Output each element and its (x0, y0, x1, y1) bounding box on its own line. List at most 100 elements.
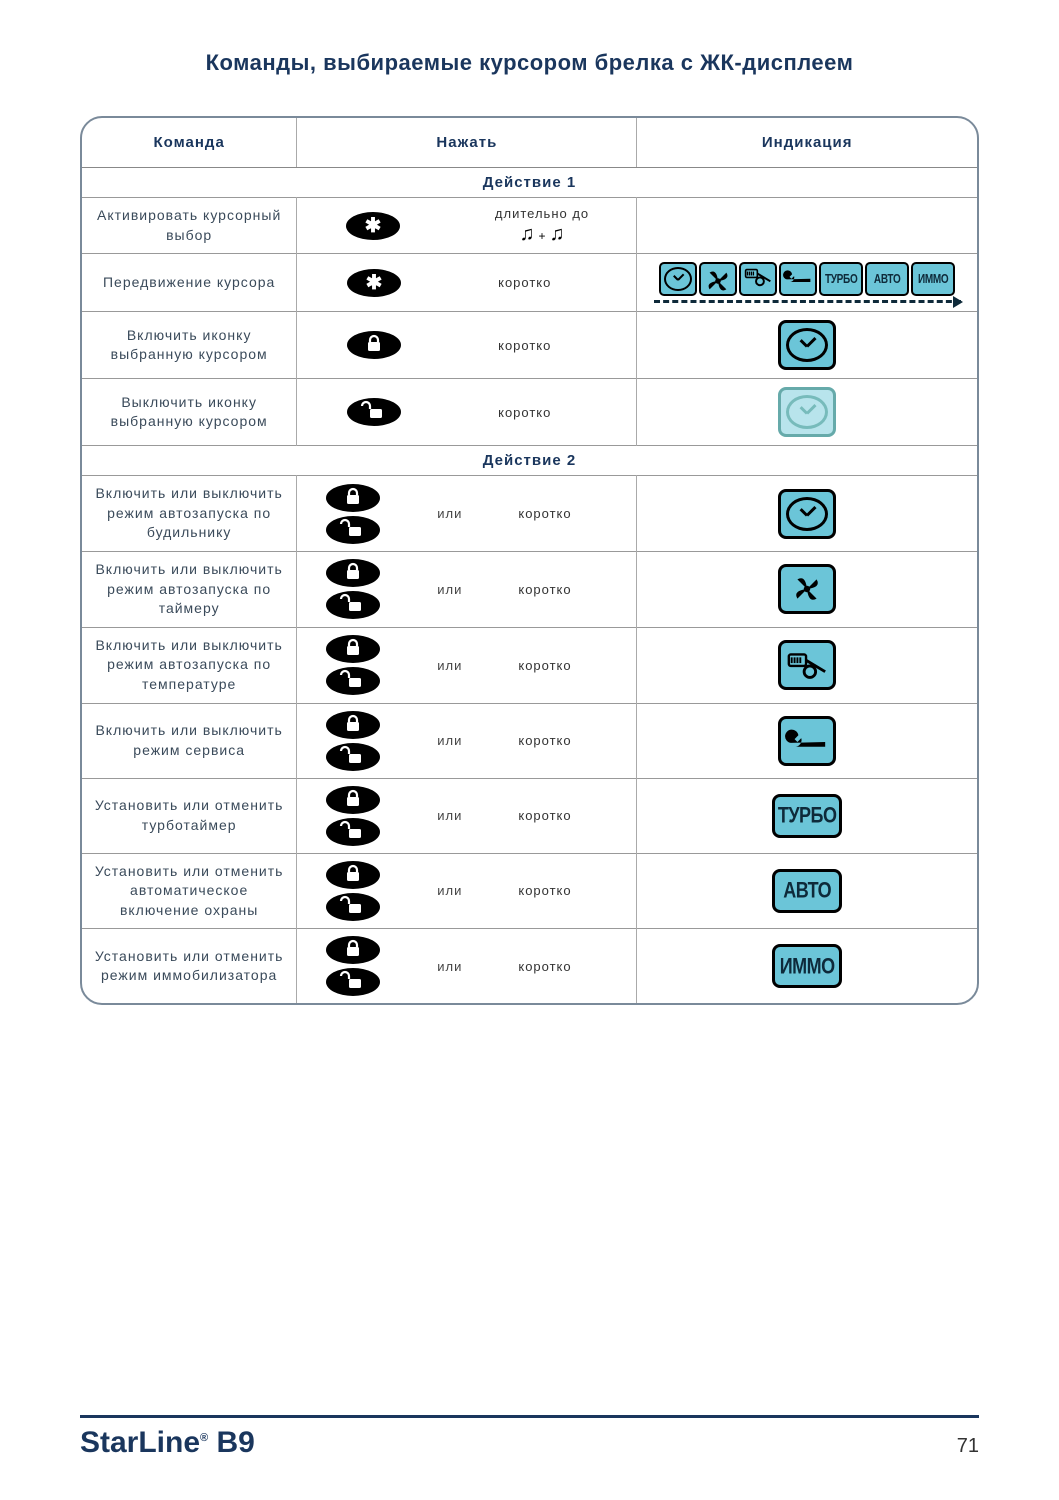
unlock-button-icon (325, 817, 381, 847)
lock-button-icon (325, 483, 381, 513)
indication-cell (637, 198, 977, 254)
duration-label: коротко (498, 405, 588, 420)
brand-logo: StarLine® B9 (80, 1426, 255, 1460)
page-number: 71 (957, 1435, 979, 1458)
duration-label: коротко (518, 658, 608, 673)
duration-label: коротко (518, 733, 608, 748)
clock-icon (778, 489, 836, 539)
unlock-button-icon (325, 892, 381, 922)
or-label: или (437, 808, 462, 823)
page-title: Команды, выбираемые курсором брелка с ЖК… (0, 0, 1059, 96)
command-cell: Включить или выключить режим сервиса (82, 703, 297, 778)
indication-cell: ТУРБО (637, 778, 977, 853)
command-cell: Установить или отменить автоматическое в… (82, 853, 297, 929)
press-cell: длительно до ♫+♫ (297, 198, 637, 254)
indication-cell (637, 703, 977, 778)
lock-button-icon (325, 785, 381, 815)
mini-wrench-icon (779, 262, 817, 296)
table-row: Установить или отменить автоматическое в… (82, 853, 977, 929)
fan-icon (778, 564, 836, 614)
press-cell: коротко (297, 312, 637, 379)
table-row: Включить или выключить режим автозапуска… (82, 551, 977, 627)
lock-button-icon (346, 330, 402, 360)
press-cell: коротко (297, 254, 637, 312)
press-cell: или коротко (297, 703, 637, 778)
lock-button-icon (325, 860, 381, 890)
duration-label: коротко (518, 959, 608, 974)
lock-button-icon (325, 710, 381, 740)
press-cell: или коротко (297, 551, 637, 627)
indication-cell: ТУРБОАВТОИММО (637, 254, 977, 312)
or-label: или (437, 883, 462, 898)
mini-fan-icon (699, 262, 737, 296)
unlock-button-icon (325, 742, 381, 772)
clock-icon (778, 320, 836, 370)
header-command: Команда (82, 118, 297, 168)
table-row: Включить или выключить режим автозапуска… (82, 476, 977, 552)
or-label: или (437, 959, 462, 974)
command-cell: Передвижение курсора (82, 254, 297, 312)
lock-button-icon (325, 558, 381, 588)
indication-cell (637, 476, 977, 552)
section-header: Действие 1 (82, 168, 977, 198)
table-row: Выключить иконку выбранную курсором коро… (82, 379, 977, 446)
or-label: или (437, 733, 462, 748)
command-table: Команда Нажать Индикация Действие 1 Акти… (80, 116, 979, 1005)
duration-label: коротко (518, 506, 608, 521)
command-cell: Включить иконку выбранную курсором (82, 312, 297, 379)
arrow-icon (654, 300, 961, 303)
unlock-button-icon (325, 590, 381, 620)
or-label: или (437, 658, 462, 673)
temperature-icon (778, 640, 836, 690)
star-button-icon (346, 268, 402, 298)
command-cell: Выключить иконку выбранную курсором (82, 379, 297, 446)
indication-cell: АВТО (637, 853, 977, 929)
icon-strip: ТУРБОАВТОИММО (647, 262, 967, 296)
duration-label: коротко (498, 338, 588, 353)
lock-button-icon (325, 634, 381, 664)
press-cell: или коротко (297, 853, 637, 929)
duration-label: длительно до (495, 206, 589, 221)
command-cell: Активировать курсорный выбор (82, 198, 297, 254)
star-button-icon (345, 211, 401, 241)
command-cell: Установить или отменить турботаймер (82, 778, 297, 853)
press-cell: или коротко (297, 476, 637, 552)
table-row: Включить иконку выбранную курсором корот… (82, 312, 977, 379)
mini-label: ИММО (911, 262, 955, 296)
command-cell: Включить или выключить режим автозапуска… (82, 476, 297, 552)
unlock-button-icon (325, 515, 381, 545)
table-row: Установить или отменить турботаймер или … (82, 778, 977, 853)
command-cell: Включить или выключить режим автозапуска… (82, 627, 297, 703)
table-row: Включить или выключить режим сервиса или… (82, 703, 977, 778)
mini-clock-icon (659, 262, 697, 296)
mini-temp-icon (739, 262, 777, 296)
duration-label: коротко (518, 582, 608, 597)
indication-cell (637, 379, 977, 446)
or-label: или (437, 506, 462, 521)
table-row: Включить или выключить режим автозапуска… (82, 627, 977, 703)
header-indication: Индикация (637, 118, 977, 168)
lock-button-icon (325, 935, 381, 965)
music-notes-icon: ♫+♫ (520, 223, 565, 246)
mini-label: АВТО (865, 262, 909, 296)
indicator-label: ИММО (772, 944, 842, 988)
or-label: или (437, 582, 462, 597)
mini-label: ТУРБО (819, 262, 863, 296)
indication-cell: ИММО (637, 929, 977, 1004)
duration-label: коротко (518, 883, 608, 898)
indication-cell (637, 627, 977, 703)
clock-icon (778, 387, 836, 437)
page-footer: StarLine® B9 71 (80, 1415, 979, 1460)
unlock-button-icon (346, 397, 402, 427)
command-cell: Установить или отменить режим иммобилиза… (82, 929, 297, 1004)
command-cell: Включить или выключить режим автозапуска… (82, 551, 297, 627)
press-cell: или коротко (297, 627, 637, 703)
indication-cell (637, 551, 977, 627)
unlock-button-icon (325, 967, 381, 997)
press-cell: или коротко (297, 929, 637, 1004)
table-row: Установить или отменить режим иммобилиза… (82, 929, 977, 1004)
press-cell: или коротко (297, 778, 637, 853)
table-row: Активировать курсорный выбор длительно д… (82, 198, 977, 254)
indication-cell (637, 312, 977, 379)
wrench-icon (778, 716, 836, 766)
